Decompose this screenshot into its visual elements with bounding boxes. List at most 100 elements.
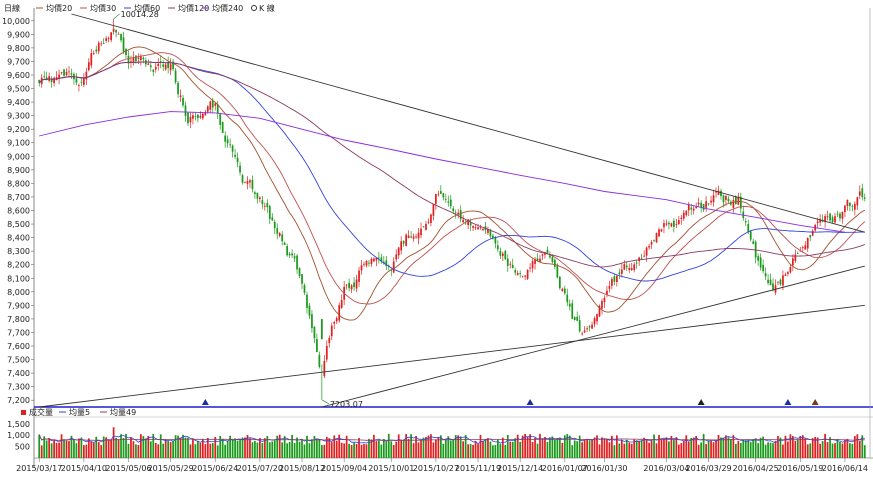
candle-body	[157, 63, 160, 66]
volume-bar	[90, 441, 93, 458]
candlestick	[511, 258, 514, 269]
volume-bar	[380, 444, 383, 458]
candle-body	[137, 57, 140, 59]
candlestick	[246, 176, 249, 190]
candle-body	[561, 288, 564, 292]
candle-body	[519, 273, 522, 275]
volume-bar	[296, 437, 298, 458]
candle-body	[673, 220, 675, 227]
volume-bar	[298, 441, 301, 458]
candlestick	[427, 218, 430, 225]
volume-bar	[799, 435, 802, 458]
volume-bar	[831, 443, 834, 458]
candlestick	[561, 287, 564, 292]
volume-bar	[571, 445, 574, 458]
candle-body	[819, 219, 822, 223]
volume-bar	[534, 437, 536, 458]
candle-body	[806, 237, 809, 249]
y-tick-label: 7,900	[7, 301, 30, 310]
x-tick-label: 2015/03/17	[16, 464, 62, 473]
candle-body	[296, 255, 298, 270]
volume-bar	[107, 439, 110, 458]
volume-y-tick-label: 1,000	[7, 431, 30, 440]
volume-bar	[211, 443, 214, 458]
candle-body	[251, 179, 254, 190]
candle-body	[526, 269, 529, 279]
volume-bar	[201, 438, 204, 458]
candlestick	[749, 229, 752, 242]
candle-body	[459, 210, 462, 220]
y-tick-label: 9,400	[7, 98, 30, 107]
volume-bar	[715, 439, 717, 458]
candle-body	[311, 314, 313, 329]
candle-body	[591, 324, 593, 329]
candle-body	[660, 229, 663, 232]
volume-bar	[288, 441, 291, 458]
candle-body	[432, 204, 435, 216]
candle-body	[231, 145, 234, 152]
candlestick	[254, 190, 256, 199]
candle-body	[100, 43, 103, 45]
candle-body	[87, 62, 90, 71]
volume-bar	[757, 443, 760, 458]
volume-bar	[551, 436, 554, 458]
candlestick	[784, 272, 787, 277]
candle-body	[677, 220, 680, 225]
candlestick	[68, 66, 70, 78]
candlestick	[92, 50, 95, 55]
candlestick	[509, 261, 512, 269]
candle-body	[620, 269, 623, 274]
volume-bar	[437, 436, 440, 458]
moving-averages	[38, 46, 866, 321]
candle-body	[650, 242, 653, 245]
candlestick	[630, 262, 633, 271]
candle-body	[169, 64, 172, 71]
candlestick	[296, 254, 298, 274]
candlestick	[861, 183, 864, 201]
candle-body	[380, 257, 383, 262]
volume-bar	[779, 437, 782, 458]
volume-bar	[236, 440, 239, 458]
candle-body	[839, 213, 841, 219]
volume-bar	[675, 437, 678, 458]
candle-body	[420, 228, 422, 236]
signal-marker	[526, 399, 534, 405]
x-tick-label: 2015/06/24	[192, 464, 238, 473]
volume-bar	[794, 440, 797, 458]
candlestick	[415, 233, 417, 240]
volume-bar	[653, 434, 655, 458]
candlestick	[615, 275, 618, 287]
volume-bar	[149, 441, 152, 458]
candlestick	[301, 273, 303, 290]
candlestick	[405, 233, 408, 247]
volume-bar	[509, 441, 512, 458]
volume-bar	[648, 442, 650, 458]
candlestick	[70, 68, 73, 79]
candlestick	[536, 253, 539, 262]
candlestick	[330, 322, 333, 341]
candlestick	[563, 285, 566, 295]
candle-body	[611, 279, 613, 286]
candle-body	[504, 250, 507, 260]
candlestick	[53, 76, 55, 87]
y-tick-label: 9,100	[7, 139, 30, 148]
volume-bar	[452, 439, 455, 458]
volume-bar	[75, 443, 78, 458]
volume-bar	[541, 438, 544, 458]
volume-bar	[608, 442, 611, 458]
candlestick	[690, 203, 693, 216]
volume-bar	[544, 436, 546, 458]
candlestick	[402, 240, 405, 247]
candle-body	[640, 257, 643, 259]
candle-body	[320, 318, 323, 340]
candlestick	[591, 321, 593, 329]
volume-bar	[861, 435, 864, 458]
y-tick-label: 9,900	[7, 30, 30, 39]
candle-body	[744, 221, 747, 223]
candle-body	[752, 241, 755, 244]
candlestick	[154, 61, 157, 73]
volume-bar	[350, 444, 353, 458]
volume-bar	[821, 441, 824, 458]
candle-body	[588, 326, 591, 328]
y-tick-label: 7,200	[7, 396, 30, 405]
